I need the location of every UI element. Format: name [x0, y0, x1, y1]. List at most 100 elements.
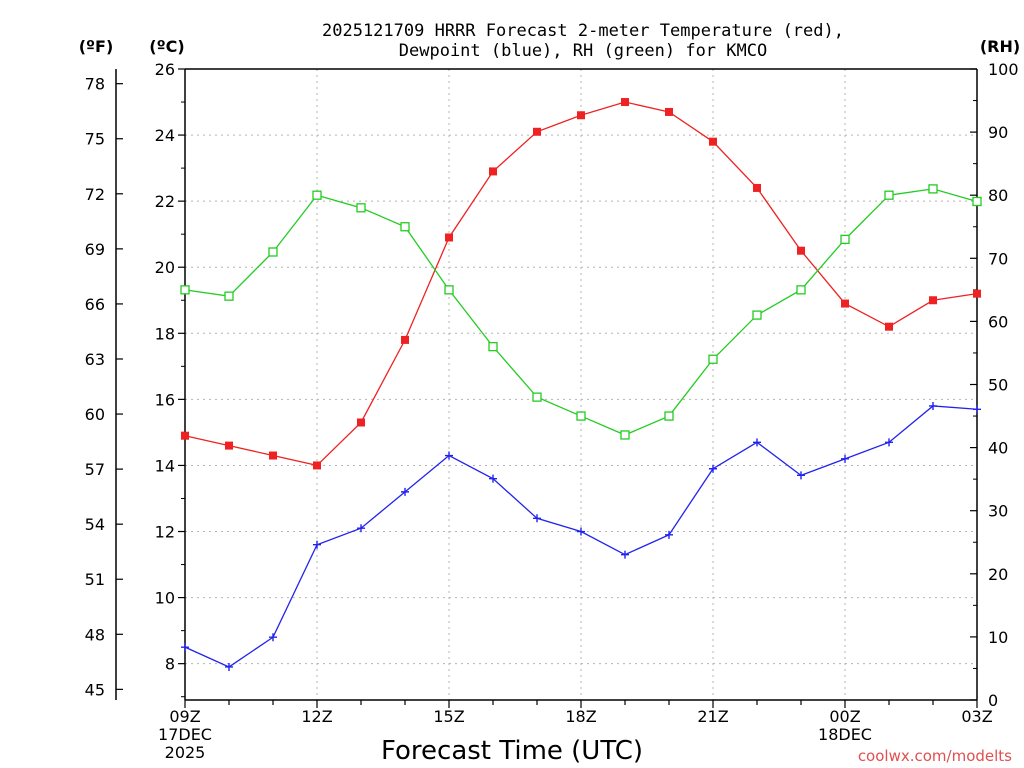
celsius-tick-label: 10 — [155, 589, 175, 608]
rh-tick-label: 100 — [988, 60, 1019, 79]
dewpoint-point — [181, 643, 189, 652]
dewpoint-point — [445, 451, 453, 460]
rh-point — [752, 310, 762, 320]
celsius-tick-label: 22 — [155, 192, 175, 211]
temperature-point — [665, 107, 673, 116]
temperature-point — [533, 127, 541, 136]
fahrenheit-unit-label: (ºF) — [79, 37, 114, 56]
temperature-point — [797, 246, 805, 255]
celsius-tick-label: 14 — [155, 456, 175, 475]
rh-point — [356, 203, 366, 213]
celsius-tick-label: 16 — [155, 390, 175, 409]
chart-title-line2: Dewpoint (blue), RH (green) for KMCO — [399, 41, 767, 61]
rh-point — [180, 285, 190, 295]
series-layer — [180, 98, 982, 671]
rh-point — [444, 285, 454, 295]
rh-tick-label: 10 — [988, 628, 1008, 647]
x-tick-label: 15Z — [433, 707, 464, 726]
rh-point — [972, 196, 982, 207]
temperature-point — [973, 289, 981, 298]
temperature-point — [401, 335, 409, 344]
dewpoint-point — [709, 464, 717, 473]
temperature-point — [181, 431, 189, 440]
fahrenheit-tick-label: 51 — [85, 570, 105, 589]
dewpoint-point — [401, 487, 409, 496]
rh-point — [620, 430, 630, 440]
fahrenheit-tick-label: 69 — [85, 240, 105, 259]
temperature-point — [709, 137, 717, 146]
rh-tick-label: 40 — [988, 439, 1008, 458]
rh-tick-label: 20 — [988, 565, 1008, 584]
dewpoint-point — [973, 405, 981, 414]
rh-point — [884, 190, 894, 200]
dewpoint-point — [621, 550, 629, 559]
dewpoint-point — [797, 471, 805, 480]
celsius-tick-label: 24 — [155, 126, 175, 145]
rh-tick-label: 70 — [988, 249, 1008, 268]
temperature-line — [184, 101, 978, 467]
temperature-point — [225, 441, 233, 450]
grid — [185, 68, 977, 700]
temperature-point — [621, 98, 629, 107]
temperature-point — [841, 299, 849, 308]
rh-point — [796, 285, 806, 295]
dewpoint-point — [841, 454, 849, 463]
x-tick-label: 18DEC — [818, 725, 872, 744]
temperature-point — [269, 451, 277, 460]
temperature-point — [885, 322, 893, 331]
dewpoint-point — [533, 514, 541, 523]
dewpoint-point — [665, 530, 673, 539]
rh-point — [400, 222, 410, 232]
rh-point — [488, 341, 498, 352]
dewpoint-point — [577, 527, 585, 536]
dewpoint-point — [357, 524, 365, 533]
temperature-point — [753, 183, 761, 192]
x-tick-label: 09Z — [169, 707, 200, 726]
celsius-tick-label: 26 — [155, 60, 175, 79]
dewpoint-point — [313, 540, 321, 549]
x-tick-label: 17DEC — [158, 725, 212, 744]
fahrenheit-tick-label: 48 — [85, 625, 105, 644]
temperature-point — [577, 111, 585, 120]
rh-point — [840, 234, 850, 245]
fahrenheit-tick-label: 78 — [85, 75, 105, 94]
fahrenheit-tick-label: 60 — [85, 405, 105, 424]
x-tick-label: 2025 — [165, 743, 206, 762]
celsius-unit-label: (ºC) — [149, 37, 184, 56]
rh-tick-label: 60 — [988, 312, 1008, 331]
rh-tick-label: 30 — [988, 502, 1008, 521]
rh-point — [268, 247, 278, 257]
fahrenheit-tick-label: 57 — [85, 460, 105, 479]
x-tick-label: 21Z — [697, 707, 728, 726]
x-tick-label: 18Z — [565, 707, 596, 726]
x-tick-label: 12Z — [301, 707, 332, 726]
rh-point — [312, 190, 322, 200]
rh-point — [928, 184, 938, 194]
x-axis-title: Forecast Time (UTC) — [381, 736, 643, 766]
dewpoint-point — [489, 474, 497, 483]
rh-tick-label: 50 — [988, 376, 1008, 395]
celsius-tick-label: 8 — [165, 655, 175, 674]
dewpoint-point — [753, 438, 761, 447]
rh-tick-label: 0 — [988, 691, 998, 710]
rh-point — [576, 411, 586, 421]
rh-unit-label: (RH) — [980, 37, 1020, 56]
temperature-point — [445, 233, 453, 242]
dewpoint-point — [929, 401, 937, 410]
rh-tick-label: 80 — [988, 186, 1008, 205]
celsius-tick-label: 18 — [155, 324, 175, 343]
temperature-point — [313, 461, 321, 470]
rh-point — [664, 411, 674, 421]
dewpoint-point — [225, 662, 233, 671]
fahrenheit-tick-label: 75 — [85, 130, 105, 149]
rh-point — [708, 354, 718, 364]
rh-point — [224, 291, 234, 301]
rh-tick-label: 90 — [988, 123, 1008, 142]
credit-text: coolwx.com/modelts — [858, 747, 1012, 765]
fahrenheit-tick-label: 45 — [85, 680, 105, 699]
dewpoint-point — [885, 438, 893, 447]
rh-point — [532, 392, 542, 402]
axes: 8 10 12 14 16 18 20 22 24 26 45 48 51 54 57 60 63 66 69 72 7… — [85, 60, 1019, 762]
